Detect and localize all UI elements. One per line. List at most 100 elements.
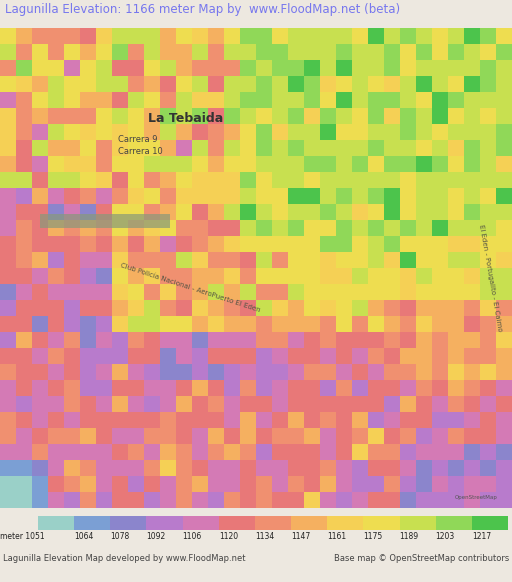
Bar — [80, 444, 96, 460]
Bar — [288, 332, 304, 348]
Bar — [0, 412, 16, 428]
Bar — [0, 172, 16, 188]
Bar — [32, 380, 48, 396]
Bar — [384, 60, 400, 76]
Bar — [464, 156, 480, 172]
Bar — [416, 460, 432, 476]
Bar — [496, 76, 512, 92]
Bar — [352, 380, 368, 396]
Bar — [96, 460, 112, 476]
Bar — [64, 220, 80, 236]
Bar — [176, 332, 192, 348]
Bar — [304, 28, 320, 44]
Bar — [464, 188, 480, 204]
Bar — [48, 204, 64, 220]
Bar — [208, 492, 224, 508]
Bar — [464, 44, 480, 60]
Bar — [352, 204, 368, 220]
Bar — [352, 44, 368, 60]
Bar — [256, 220, 272, 236]
Bar — [384, 204, 400, 220]
Bar — [80, 316, 96, 332]
Bar — [496, 28, 512, 44]
Bar — [32, 364, 48, 380]
Bar — [208, 316, 224, 332]
Bar — [224, 92, 240, 108]
Bar — [160, 28, 176, 44]
Bar — [496, 60, 512, 76]
Bar — [160, 316, 176, 332]
Bar — [480, 492, 496, 508]
Bar — [208, 428, 224, 444]
Bar — [80, 396, 96, 412]
Bar — [400, 396, 416, 412]
Bar — [0, 220, 16, 236]
Bar — [400, 476, 416, 492]
Bar — [384, 188, 400, 204]
Bar — [336, 348, 352, 364]
Bar — [128, 188, 144, 204]
Bar — [480, 188, 496, 204]
Bar — [32, 460, 48, 476]
Bar — [80, 28, 96, 44]
Bar — [496, 220, 512, 236]
Bar — [256, 140, 272, 156]
Bar — [160, 124, 176, 140]
Bar — [384, 364, 400, 380]
Bar — [192, 444, 208, 460]
Bar — [416, 316, 432, 332]
Bar — [144, 28, 160, 44]
Bar — [48, 284, 64, 300]
Bar — [256, 396, 272, 412]
Bar — [416, 140, 432, 156]
Bar — [48, 44, 64, 60]
Bar — [240, 92, 256, 108]
Bar — [416, 108, 432, 124]
Bar — [432, 76, 448, 92]
Bar — [368, 268, 384, 284]
Bar — [96, 364, 112, 380]
Bar — [16, 140, 32, 156]
Bar — [144, 380, 160, 396]
Bar — [352, 76, 368, 92]
Bar — [464, 332, 480, 348]
Bar — [432, 428, 448, 444]
Bar — [368, 348, 384, 364]
Bar — [16, 76, 32, 92]
Bar — [352, 172, 368, 188]
Bar — [64, 44, 80, 60]
Bar — [48, 364, 64, 380]
Bar — [64, 172, 80, 188]
Bar — [176, 268, 192, 284]
Bar — [0, 476, 16, 492]
Bar — [256, 492, 272, 508]
Bar — [208, 140, 224, 156]
Bar — [112, 300, 128, 316]
Bar — [96, 156, 112, 172]
Bar — [192, 172, 208, 188]
Bar — [384, 156, 400, 172]
Bar — [336, 428, 352, 444]
Bar — [240, 28, 256, 44]
Bar — [64, 188, 80, 204]
Bar — [144, 236, 160, 252]
Bar — [464, 460, 480, 476]
Bar — [464, 220, 480, 236]
Bar — [256, 380, 272, 396]
Bar — [496, 44, 512, 60]
Bar — [144, 444, 160, 460]
Bar — [0, 332, 16, 348]
Bar — [448, 188, 464, 204]
Bar — [32, 300, 48, 316]
Bar — [48, 460, 64, 476]
Bar — [288, 220, 304, 236]
Bar — [240, 348, 256, 364]
Bar — [288, 252, 304, 268]
Bar — [96, 140, 112, 156]
Bar — [160, 76, 176, 92]
Bar — [38, 516, 74, 530]
Bar — [144, 140, 160, 156]
Bar — [112, 492, 128, 508]
Bar — [304, 204, 320, 220]
Bar — [496, 348, 512, 364]
